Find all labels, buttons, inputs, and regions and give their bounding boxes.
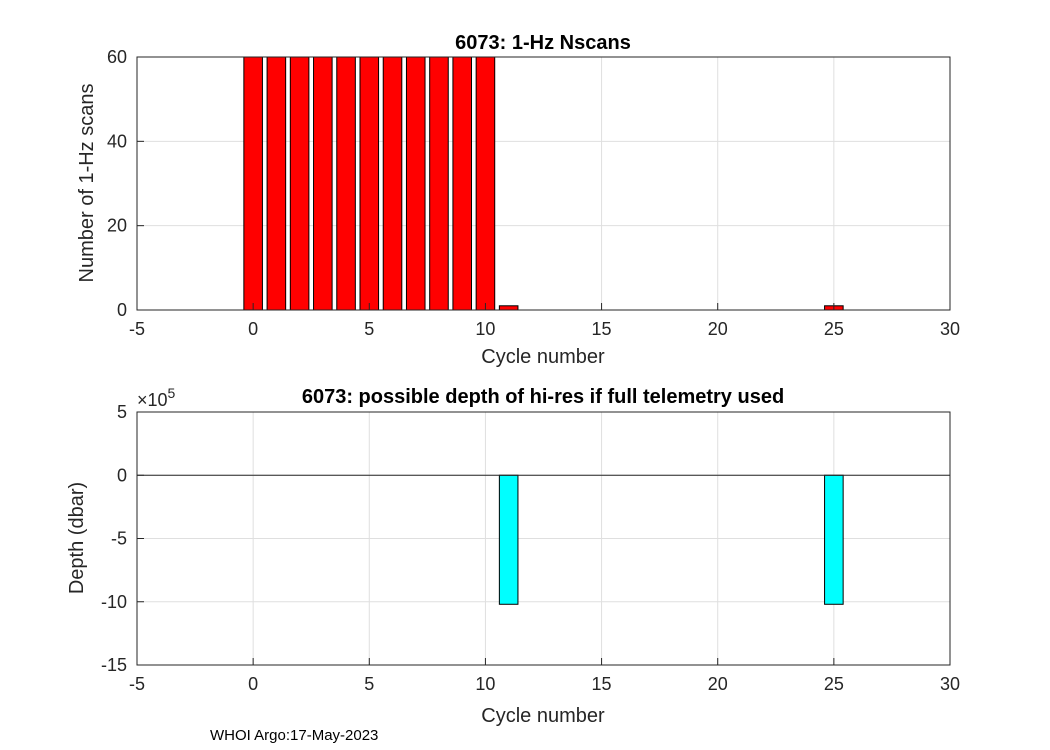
nscans-bar	[313, 56, 333, 311]
depth-x-tick-label: 15	[592, 674, 612, 694]
nscans-x-tick-label: 5	[364, 319, 374, 339]
nscans-x-tick-label: 20	[708, 319, 728, 339]
nscans-y-tick-label: 20	[107, 216, 127, 236]
depth-bar	[498, 474, 519, 605]
depth-bar	[824, 474, 844, 605]
depth-y-ticks: -15 -10 -5 0 5	[101, 402, 144, 675]
nscans-bar	[475, 56, 496, 311]
depth-y-exponent-label: ×105	[137, 385, 176, 410]
depth-x-tick-label: 30	[940, 674, 960, 694]
nscans-x-axis-label: Cycle number	[481, 346, 605, 368]
depth-y-tick-label: 0	[117, 465, 127, 485]
depth-x-ticks: -5 0 5 10 15 20 25 30	[129, 658, 960, 694]
depth-chart-title: 6073: possible depth of hi-res if full t…	[302, 386, 784, 408]
nscans-y-tick-label: 0	[117, 300, 127, 320]
nscans-bar	[289, 56, 310, 311]
depth-chart: -5 0 5 10 15 20 25 30 -15-10-505 ×105 6073: pos…	[66, 385, 960, 727]
nscans-bar	[452, 56, 472, 311]
nscans-x-tick-label: 25	[824, 319, 844, 339]
depth-y-exponent-power: 5	[168, 385, 176, 401]
nscans-y-tick-label: 60	[107, 47, 127, 67]
nscans-bar	[498, 305, 519, 311]
nscans-x-tick-label: -5	[129, 319, 145, 339]
depth-bars	[498, 474, 844, 605]
depth-y-tick-label: -10	[101, 592, 127, 612]
nscans-x-tick-label: 30	[940, 319, 960, 339]
depth-y-tick-label: -5	[111, 529, 127, 549]
depth-y-tick-label: -15	[101, 655, 127, 675]
nscans-y-tick-label: 40	[107, 131, 127, 151]
depth-x-tick-label: 5	[364, 674, 374, 694]
depth-x-tick-label: 25	[824, 674, 844, 694]
nscans-x-tick-label: 15	[592, 319, 612, 339]
nscans-bar	[336, 56, 356, 311]
depth-x-tick-label: 20	[708, 674, 728, 694]
footer-credit: WHOI Argo:17-May-2023	[210, 727, 379, 744]
depth-x-tick-label: -5	[129, 674, 145, 694]
nscans-y-axis-label: Number of 1-Hz scans	[76, 84, 98, 283]
nscans-x-tick-label: 0	[248, 319, 258, 339]
nscans-x-tick-label: 10	[475, 319, 495, 339]
nscans-bar	[359, 56, 380, 311]
nscans-chart-title: 6073: 1-Hz Nscans	[455, 32, 631, 54]
depth-y-axis-label: Depth (dbar)	[66, 482, 88, 594]
nscans-bar	[405, 56, 426, 311]
depth-x-tick-label: 10	[475, 674, 495, 694]
nscans-bar	[266, 56, 287, 311]
nscans-bar	[243, 56, 263, 311]
depth-x-tick-label: 0	[248, 674, 258, 694]
depth-x-axis-label: Cycle number	[481, 705, 605, 727]
nscans-y-ticks: 0 20 40 60	[107, 47, 144, 320]
nscans-axes-frame	[136, 56, 951, 311]
depth-y-exponent-base: ×10	[137, 390, 168, 410]
nscans-bar	[382, 56, 403, 311]
nscans-bar	[429, 56, 449, 311]
depth-y-tick-label: 5	[117, 402, 127, 422]
nscans-x-ticks: -5 0 5 10 15 20 25 30	[129, 303, 960, 339]
